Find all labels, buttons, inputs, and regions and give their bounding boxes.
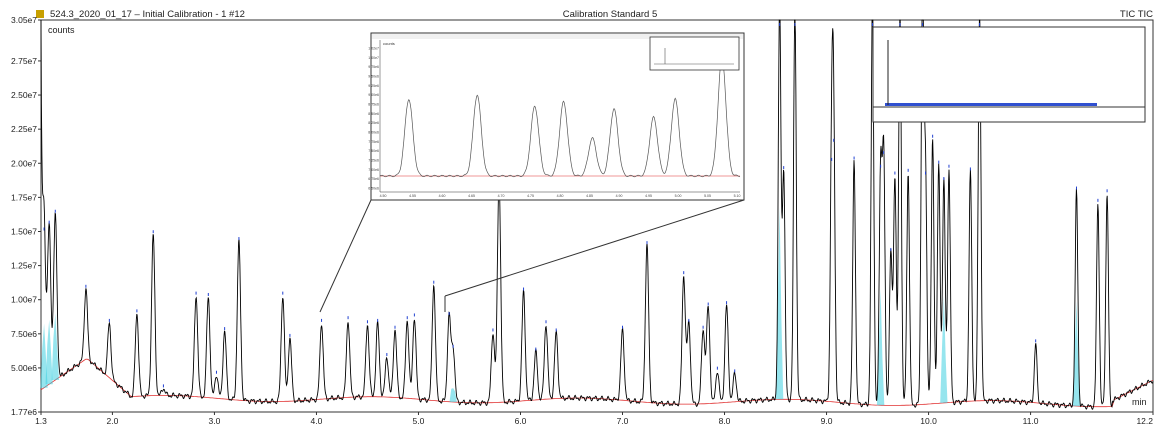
zoom-inset-ylabel: counts [383, 41, 395, 46]
y-tick-label: 1.50e7 [11, 226, 37, 236]
x-tick-label: 1.3 [35, 416, 47, 426]
peak-area-fill [51, 313, 59, 380]
x-tick-label: 5.0 [413, 416, 425, 426]
x-tick-label: 12.2 [1136, 416, 1153, 426]
peak-area-fill [45, 319, 53, 385]
inset-x-tick-label: 5.10 [734, 194, 741, 198]
inset-trace [379, 55, 741, 178]
overview-inset-trace [885, 103, 1097, 106]
inset-x-tick-label: 4.65 [468, 194, 475, 198]
inset-y-tick-label: 6.75e6 [368, 177, 379, 181]
inset-x-tick-label: 4.60 [439, 194, 446, 198]
peak-area-fill [1072, 301, 1081, 407]
y-tick-label: 2.00e7 [11, 158, 37, 168]
x-tick-label: 8.0 [719, 416, 731, 426]
zoom-connector-left [319, 199, 372, 313]
inset-y-tick-label: 9.50e6 [368, 75, 379, 79]
y-tick-label: 1.25e7 [11, 261, 37, 271]
x-tick-label: 9.0 [821, 416, 833, 426]
inset-x-tick-label: 4.70 [498, 194, 505, 198]
chromatogram-trace [40, 19, 1154, 410]
zoom-inset-header [372, 34, 743, 39]
peak-area-fill [775, 207, 784, 400]
x-tick-label: 11.0 [1023, 416, 1039, 426]
inset-y-tick-label: 7.50e6 [368, 149, 379, 153]
header-center-title: Calibration Standard 5 [563, 9, 658, 20]
x-axis-label: min [1132, 397, 1147, 407]
x-tick-label: 4.0 [311, 416, 323, 426]
y-axis-label: counts [48, 25, 75, 35]
y-tick-label: 3.05e7 [11, 15, 37, 25]
inset-y-tick-label: 9.00e6 [368, 93, 379, 97]
zoom-inset-plot: 1.02e7 1.00e7 9.75e6 9.50e6 9.25e6 9.00e6 8.75… [368, 40, 740, 198]
inset-x-tick-label: 4.85 [586, 194, 593, 198]
inset-y-tick-label: 1.00e7 [368, 56, 379, 60]
y-tick-label: 7.50e6 [11, 329, 37, 339]
header-left-title: 524.3_2020_01_17 – Initial Calibration -… [50, 9, 245, 20]
inset-y-tick-label: 7.75e6 [368, 140, 379, 144]
zoom-inset: counts 1.02e7 1.00e7 9.75e6 9.50e6 9.25e6 9.0… [368, 32, 745, 201]
inset-y-tick-label: 8.25e6 [368, 121, 379, 125]
y-tick-label: 1.77e6 [11, 407, 37, 417]
inset-y-tick-label: 8.00e6 [368, 131, 379, 135]
inset-y-tick-label: 9.25e6 [368, 84, 379, 88]
y-tick-label: 1.75e7 [11, 192, 37, 202]
y-tick-label: 2.75e7 [11, 56, 37, 66]
peak-area-fill [449, 388, 457, 402]
y-tick-label: 2.50e7 [11, 90, 37, 100]
inset-x-tick-label: 5.00 [675, 194, 682, 198]
zoom-connector-right [444, 199, 745, 297]
chromatogram-trace-layer [40, 19, 1154, 410]
inset-y-tick-label: 8.75e6 [368, 103, 379, 107]
overview-inset-frame [872, 26, 1146, 123]
inset-x-tick-label: 4.95 [645, 194, 652, 198]
y-tick-label: 5.00e6 [11, 363, 37, 373]
inset-y-tick-label: 8.50e6 [368, 112, 379, 116]
inset-x-tick-label: 4.80 [557, 194, 564, 198]
inset-y-tick-label: 1.02e7 [368, 47, 379, 51]
y-tick-label: 2.25e7 [11, 124, 37, 134]
y-axis: 1.77e6 5.00e6 7.50e6 1.00e7 1.25e7 1.50e7 1.75… [11, 15, 41, 417]
y-tick-label: 1.00e7 [11, 295, 37, 305]
inset-y-tick-label: 9.75e6 [368, 65, 379, 69]
x-tick-label: 7.0 [617, 416, 629, 426]
inset-x-tick-label: 4.90 [616, 194, 623, 198]
zoom-inset-overview [649, 36, 740, 71]
inset-y-tick-label: 7.00e6 [368, 168, 379, 172]
inset-y-tick-label: 7.25e6 [368, 159, 379, 163]
inset-x-tick-label: 4.75 [527, 194, 534, 198]
x-tick-label: 10.0 [920, 416, 937, 426]
peak-area-fill [940, 295, 948, 403]
peak-area-fill [40, 323, 48, 388]
x-tick-label: 3.0 [209, 416, 221, 426]
inset-x-tick-label: 4.55 [409, 194, 416, 198]
inset-y-tick-label: 6.50e6 [368, 187, 379, 191]
x-tick-label: 6.0 [515, 416, 527, 426]
header-right-title: TIC TIC [1120, 9, 1153, 20]
peak-area-fill [876, 289, 885, 406]
inset-x-tick-label: 5.05 [704, 194, 711, 198]
document-icon [36, 10, 44, 18]
x-tick-label: 2.0 [106, 416, 118, 426]
overview-inset [872, 26, 1146, 123]
x-axis: 1.3 2.0 3.0 4.0 5.0 6.0 7.0 8.0 9.0 10.0 11.0 12.2 [35, 412, 1154, 426]
inset-x-tick-label: 4.50 [380, 194, 387, 198]
